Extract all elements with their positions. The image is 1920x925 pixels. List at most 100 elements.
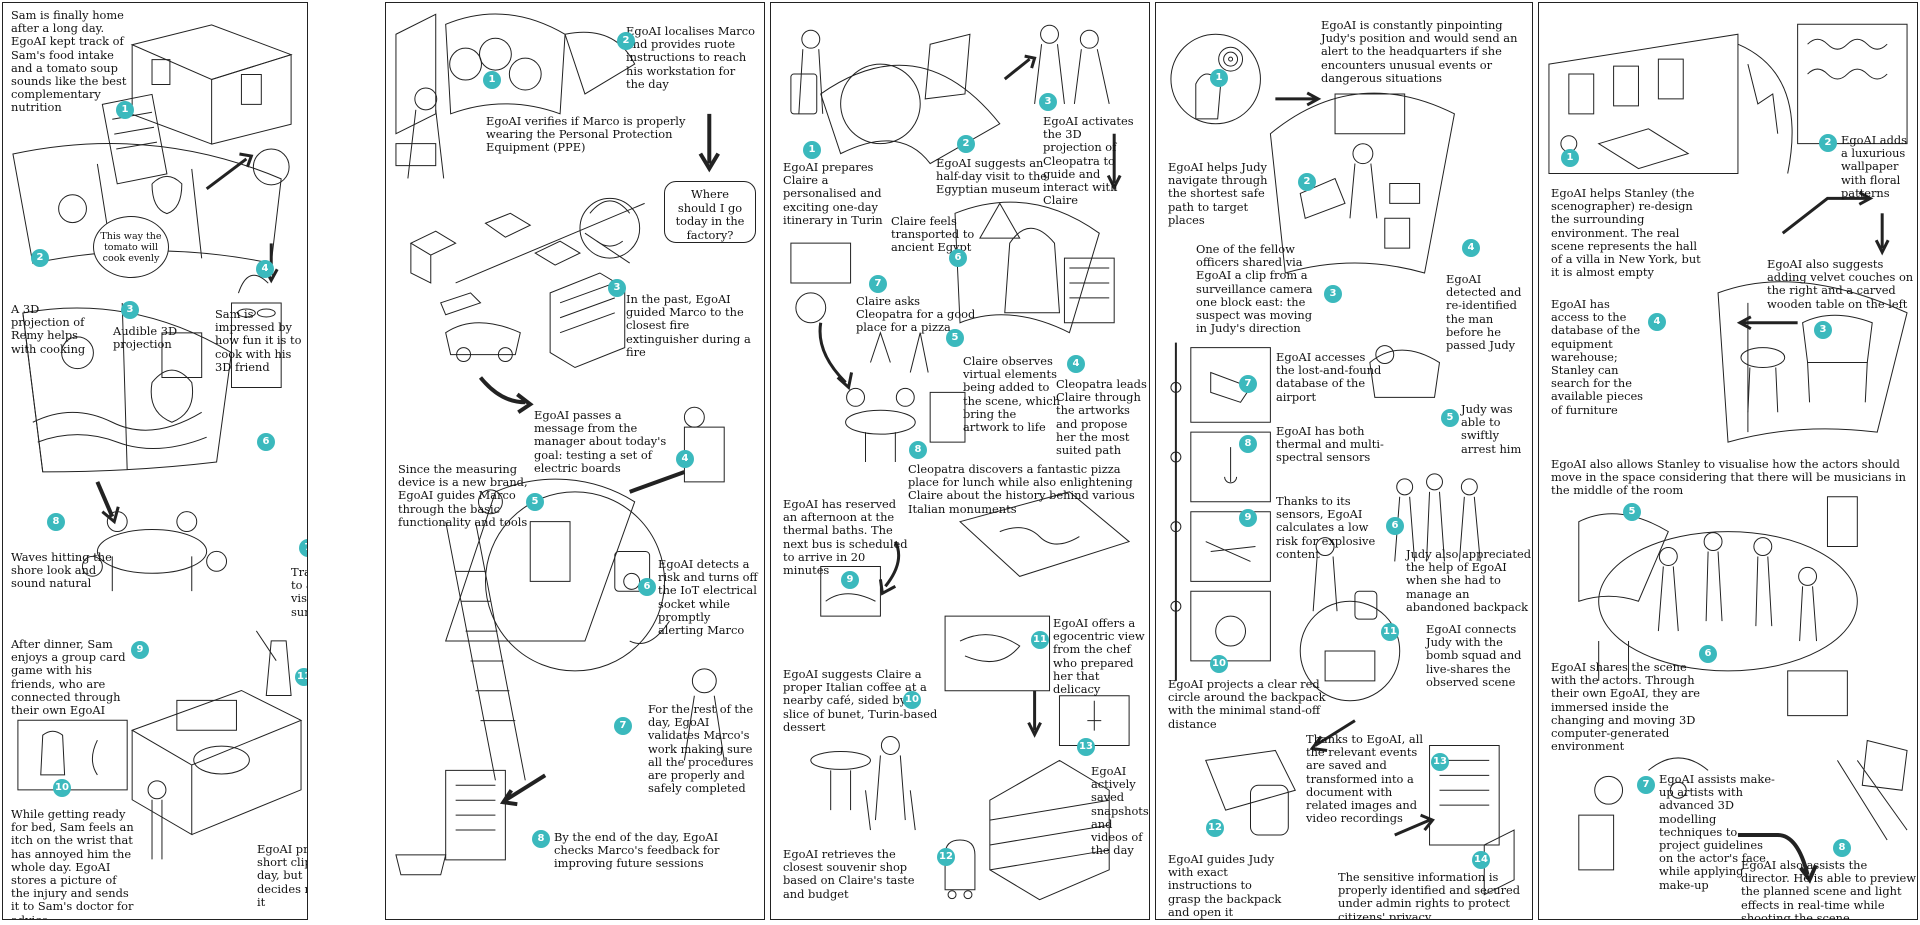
caption-impressed: Sam is impressed by how fun it is to coo… [215, 307, 302, 374]
badge-step: 5 [1441, 409, 1459, 427]
badge-step: 11 [1381, 623, 1399, 641]
caption-arrest: Judy was able to swiftly arrest him [1461, 402, 1522, 456]
badge-step: 6 [949, 249, 967, 267]
caption-explosive: Thanks to its sensors, EgoAI calculates … [1276, 494, 1376, 561]
badge-step: 6 [638, 578, 656, 596]
caption-egypt: Claire feels transported to ancient Egyp… [891, 214, 975, 255]
caption-beach: Transferred to a beach he visited last s… [291, 565, 307, 619]
caption-instructions: EgoAI guides Judy with exact instruction… [1168, 852, 1282, 919]
badge-step: 1 [116, 101, 134, 119]
caption-remy: A 3D projection of Remy helps with cooki… [11, 302, 86, 356]
badge-step: 4 [676, 450, 694, 468]
badge-step: 9 [841, 571, 859, 589]
caption-redesign: EgoAI helps Stanley (the scenographer) r… [1551, 186, 1701, 280]
badge-step: 3 [1039, 93, 1057, 111]
caption-itinerary: EgoAI prepares Claire a personalised and… [783, 160, 883, 227]
badge-step: 6 [1386, 517, 1404, 535]
panel-judy: 1 EgoAI is constantly pinpointing Judy's… [1155, 2, 1533, 920]
badge-step: 1 [1561, 149, 1579, 167]
caption-discovers: Cleopatra discovers a fantastic pizza pl… [908, 462, 1135, 516]
caption-souvenir: EgoAI retrieves the closest souvenir sho… [783, 847, 915, 901]
badge-step: 13 [1431, 753, 1449, 771]
badge-step: 1 [483, 71, 501, 89]
caption-wallpaper: EgoAI adds a luxurious wallpaper with fl… [1841, 133, 1908, 200]
badge-step: 9 [1239, 509, 1257, 527]
caption-coffee: EgoAI suggests Claire a proper Italian c… [783, 667, 938, 734]
badge-step: 1 [1210, 69, 1228, 87]
badge-step: 12 [1206, 819, 1224, 837]
caption-makeup: EgoAI assists make-up artists with advan… [1659, 772, 1775, 892]
badge-step: 7 [299, 539, 307, 557]
badge-step: 12 [937, 848, 955, 866]
badge-step: 8 [47, 513, 65, 531]
badge-step: 11 [295, 668, 307, 686]
caption-bombsquad: EgoAI connects Judy with the bomb squad … [1426, 622, 1522, 689]
caption-feedback: By the end of the day, EgoAI checks Marc… [554, 830, 720, 871]
panel-stanley: 1 EgoAI helps Stanley (the scenographer)… [1538, 2, 1918, 920]
caption-sam-intro: Sam is finally home after a long day. Eg… [11, 8, 127, 115]
badge-step: 4 [256, 260, 274, 278]
badge-step: 2 [957, 135, 975, 153]
sam-illustration [3, 3, 307, 919]
badge-step: 6 [1699, 645, 1717, 663]
badge-step: 6 [257, 433, 275, 451]
badge-step: 3 [608, 279, 626, 297]
caption-database: EgoAI has access to the database of the … [1551, 297, 1644, 417]
badge-step: 2 [1819, 134, 1837, 152]
badge-step: 7 [1239, 375, 1257, 393]
stanley-illustration [1539, 3, 1917, 919]
caption-visualise: EgoAI also allows Stanley to visualise h… [1551, 457, 1906, 498]
panel-marco: EgoAI localises Marco and provides ruote… [385, 2, 765, 920]
caption-museum: EgoAI suggests an half-day visit to the … [936, 156, 1048, 197]
caption-message: EgoAI passes a message from the manager … [534, 408, 667, 475]
badge-step: 7 [614, 717, 632, 735]
badge-step: 7 [1637, 776, 1655, 794]
caption-backpack: Judy also appreciated the help of EgoAI … [1406, 547, 1531, 614]
caption-localise: EgoAI localises Marco and provides ruote… [626, 24, 755, 91]
caption-fire: In the past, EgoAI guided Marco to the c… [626, 292, 751, 359]
badge-step: 8 [532, 830, 550, 848]
caption-privacy: The sensitive information is properly id… [1338, 870, 1521, 920]
caption-leads: Cleopatra leads Claire through the artwo… [1056, 377, 1147, 458]
caption-snapshots: EgoAI actively saved snapshots and video… [1091, 764, 1149, 858]
badge-step: 9 [131, 641, 149, 659]
badge-step: 5 [526, 493, 544, 511]
caption-couches: EgoAI also suggests adding velvet couche… [1767, 257, 1914, 311]
caption-itch: While getting ready for bed, Sam feels a… [11, 807, 134, 920]
badge-step: 3 [1324, 285, 1342, 303]
caption-shares: EgoAI shares the scene with the actors. … [1551, 660, 1701, 754]
caption-audible: Audible 3D projection [113, 324, 178, 352]
badge-step: 10 [53, 779, 71, 797]
badge-step: 4 [1462, 239, 1480, 257]
speech-bubble-tomato: This way the tomato will cook evenly [93, 216, 169, 278]
caption-virtual: Claire observes virtual elements being a… [963, 354, 1061, 435]
badge-step: 10 [1210, 655, 1228, 673]
badge-step: 14 [1472, 851, 1490, 869]
claire-illustration [771, 3, 1149, 919]
badge-step: 4 [1067, 355, 1085, 373]
caption-risk: EgoAI detects a risk and turns off the I… [658, 557, 758, 638]
caption-clip: EgoAI proposes a short clip from his day… [257, 842, 308, 909]
panel-sam: Sam is finally home after a long day. Eg… [2, 2, 308, 920]
badge-step: 5 [1623, 503, 1641, 521]
caption-cleopatra: EgoAI activates the 3D projection of Cle… [1043, 114, 1134, 208]
caption-ppe: EgoAI verifies if Marco is properly wear… [486, 114, 686, 155]
badge-step: 8 [909, 441, 927, 459]
badge-step: 8 [1239, 435, 1257, 453]
caption-thermal: EgoAI has both thermal and multi-spectra… [1276, 424, 1384, 465]
caption-baths: EgoAI has reserved an afternoon at the t… [783, 497, 908, 578]
caption-redcircle: EgoAI projects a clear red circle around… [1168, 677, 1326, 731]
caption-saved: Thanks to EgoAI, all the relevant events… [1306, 732, 1423, 826]
caption-position: EgoAI is constantly pinpointing Judy's p… [1321, 18, 1518, 85]
badge-step: 10 [903, 691, 921, 709]
badge-step: 4 [1648, 313, 1666, 331]
badge-step: 5 [946, 329, 964, 347]
badge-step: 11 [1031, 631, 1049, 649]
badge-step: 1 [803, 141, 821, 159]
badge-step: 13 [1077, 738, 1095, 756]
caption-navigate: EgoAI helps Judy navigate through the sh… [1168, 160, 1268, 227]
caption-validates: For the rest of the day, EgoAI validates… [648, 702, 754, 796]
badge-step: 2 [31, 249, 49, 267]
caption-officer: One of the fellow officers shared via Eg… [1196, 242, 1313, 336]
